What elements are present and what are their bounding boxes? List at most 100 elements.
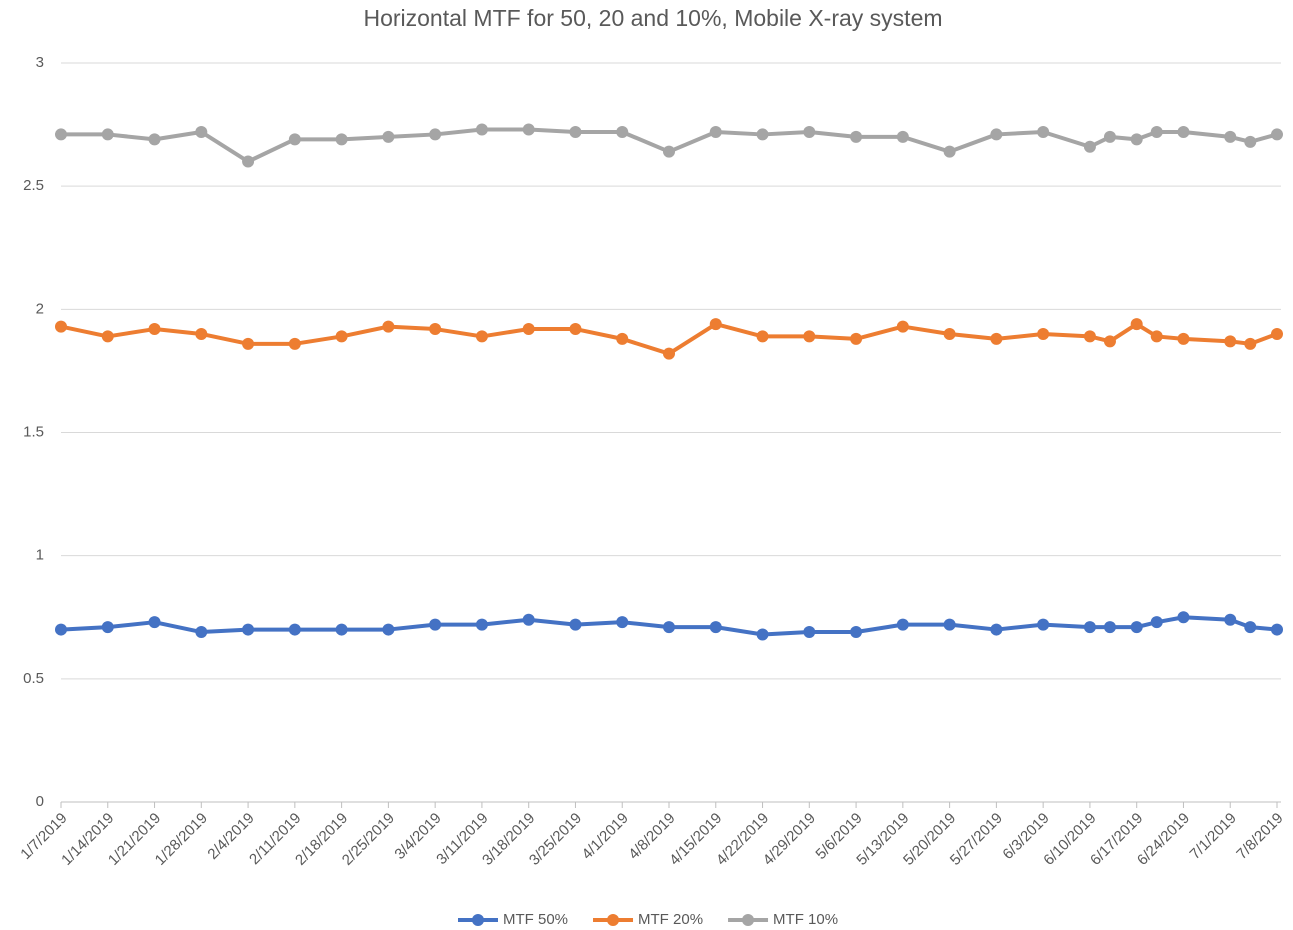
data-point	[1271, 623, 1283, 636]
data-point	[335, 330, 348, 343]
data-point	[990, 332, 1003, 345]
data-point	[663, 347, 675, 360]
data-point	[1244, 135, 1257, 148]
data-point	[850, 130, 863, 143]
data-point	[1083, 621, 1096, 634]
data-point	[896, 618, 909, 631]
data-point	[1130, 621, 1143, 634]
data-point	[803, 125, 816, 138]
data-point	[990, 128, 1003, 141]
data-point	[101, 128, 114, 141]
legend-marker	[742, 914, 755, 926]
data-point	[896, 320, 909, 333]
data-point	[382, 130, 395, 143]
data-point	[756, 628, 769, 641]
data-point	[429, 323, 442, 336]
data-point	[1037, 327, 1050, 340]
data-point	[148, 133, 161, 146]
data-point	[1177, 125, 1190, 138]
data-point	[990, 623, 1003, 636]
data-point	[1271, 327, 1283, 340]
legend-marker	[472, 914, 484, 926]
data-point	[1271, 128, 1283, 141]
data-point	[429, 128, 442, 141]
data-point	[1224, 335, 1237, 348]
data-point	[616, 125, 629, 138]
data-point	[709, 125, 722, 138]
data-point	[148, 323, 161, 336]
data-point	[55, 320, 67, 333]
data-point	[195, 125, 208, 138]
data-point	[101, 330, 114, 343]
data-point	[195, 327, 208, 340]
data-point	[288, 623, 301, 636]
data-point	[1037, 125, 1050, 138]
data-point	[896, 130, 909, 143]
data-point	[1083, 330, 1096, 343]
data-point	[382, 320, 395, 333]
data-point	[756, 330, 769, 343]
data-point	[1224, 613, 1237, 626]
y-tick-label: 1	[36, 547, 44, 564]
data-point	[475, 123, 488, 136]
legend-label: MTF 10%	[773, 911, 838, 928]
data-point	[616, 616, 629, 629]
data-point	[1083, 140, 1096, 153]
chart-title: Horizontal MTF for 50, 20 and 10%, Mobil…	[363, 5, 942, 31]
data-point	[850, 626, 863, 639]
data-point	[335, 623, 348, 636]
y-tick-label: 2	[36, 300, 44, 317]
data-point	[55, 623, 67, 636]
legend-label: MTF 50%	[503, 911, 568, 928]
y-tick-label: 2.5	[23, 177, 44, 194]
data-point	[1177, 611, 1190, 624]
data-point	[1244, 337, 1257, 350]
data-point	[569, 323, 582, 336]
data-point	[1244, 621, 1257, 634]
data-point	[1130, 318, 1143, 331]
y-tick-label: 0	[36, 793, 44, 810]
data-point	[382, 623, 395, 636]
data-point	[1130, 133, 1143, 146]
data-point	[429, 618, 442, 631]
data-point	[850, 332, 863, 345]
data-point	[943, 618, 956, 631]
data-point	[1177, 332, 1190, 345]
data-point	[1037, 618, 1050, 631]
data-point	[709, 318, 722, 331]
data-point	[148, 616, 161, 629]
data-point	[242, 155, 255, 168]
data-point	[242, 337, 255, 350]
data-point	[1103, 621, 1116, 634]
y-tick-label: 3	[36, 54, 44, 71]
data-point	[803, 330, 816, 343]
data-point	[1150, 125, 1163, 138]
data-point	[335, 133, 348, 146]
data-point	[756, 128, 769, 141]
legend: MTF 50% MTF 20% MTF 10%	[458, 911, 838, 928]
data-point	[195, 626, 208, 639]
data-point	[569, 125, 582, 138]
data-point	[101, 621, 114, 634]
data-point	[803, 626, 816, 639]
data-point	[522, 323, 535, 336]
data-point	[475, 618, 488, 631]
data-point	[242, 623, 255, 636]
data-point	[1224, 130, 1237, 143]
y-tick-label: 0.5	[23, 670, 44, 687]
data-point	[663, 621, 675, 634]
data-point	[943, 327, 956, 340]
data-point	[1150, 616, 1163, 629]
data-point	[663, 145, 675, 158]
data-point	[616, 332, 629, 345]
data-point	[522, 613, 535, 626]
data-point	[709, 621, 722, 634]
data-point	[522, 123, 535, 136]
data-point	[1103, 130, 1116, 143]
data-point	[1150, 330, 1163, 343]
data-point	[1103, 335, 1116, 348]
legend-marker	[607, 914, 620, 926]
data-point	[943, 145, 956, 158]
